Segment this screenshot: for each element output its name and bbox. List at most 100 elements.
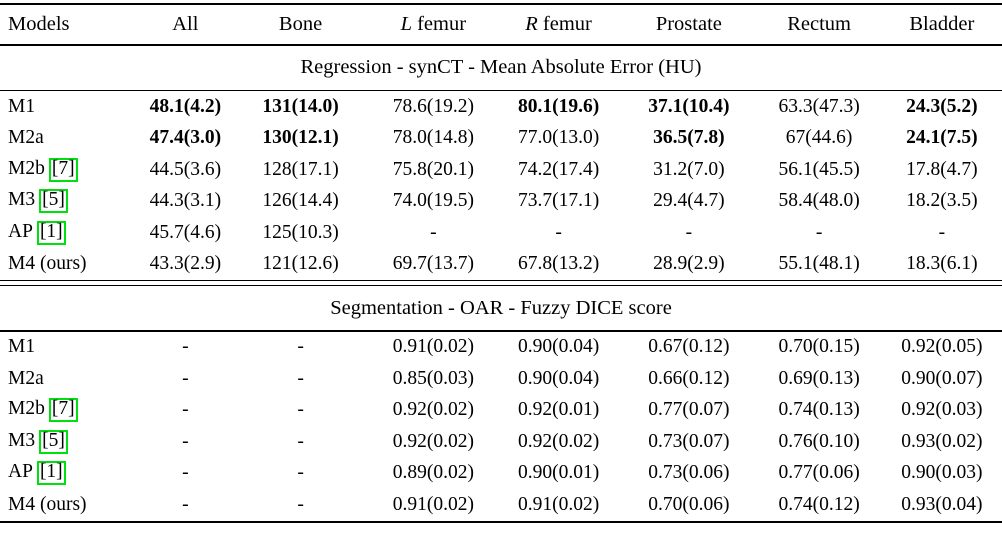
value-cell: 0.74(0.13) xyxy=(778,399,860,421)
value-cell: 18.3(6.1) xyxy=(906,253,978,275)
value-cell: 43.3(2.9) xyxy=(149,253,222,275)
model-label: AP [1] xyxy=(0,220,140,245)
section-title: Segmentation - OAR - Fuzzy DICE score xyxy=(330,296,672,319)
value-cell: 130(12.1) xyxy=(262,127,339,149)
section-title: Regression - synCT - Mean Absolute Error… xyxy=(300,56,702,78)
table-row: M3 [5] - - 0.92(0.02) 0.92(0.02) 0.73(0.07) 0.7… xyxy=(0,426,1002,458)
model-label: M4 (ours) xyxy=(8,493,87,515)
value-cell: 121(12.6) xyxy=(262,253,339,275)
value-cell: 17.8(4.7) xyxy=(906,158,978,180)
value-cell: 0.66(0.12) xyxy=(648,367,730,389)
table-row: M4 (ours) 43.3(2.9) 121(12.6) 69.7(13.7) 67.… xyxy=(0,249,1002,281)
value-cell: - xyxy=(815,221,823,243)
value-cell: 0.67(0.12) xyxy=(648,336,730,358)
value-cell: 75.8(20.1) xyxy=(392,158,474,180)
section-title-rule xyxy=(0,89,1002,91)
table-row: AP [1] - - 0.89(0.02) 0.90(0.01) 0.73(0.06) 0.7… xyxy=(0,458,1002,490)
value-cell: 73.7(17.1) xyxy=(517,190,600,212)
value-cell: 0.70(0.06) xyxy=(648,493,730,515)
value-cell: 58.4(48.0) xyxy=(778,190,860,212)
value-cell: 56.1(45.5) xyxy=(778,158,860,180)
top-rule xyxy=(0,3,1002,5)
value-cell: 0.91(0.02) xyxy=(517,493,600,515)
value-cell: 69.7(13.7) xyxy=(392,253,474,275)
table-row: M2b [7] 44.5(3.6) 128(17.1) 75.8(20.1) 74.2(1… xyxy=(0,154,1002,186)
value-cell: 0.90(0.04) xyxy=(517,367,600,389)
value-cell: - xyxy=(182,367,189,389)
table-body: Regression - synCT - Mean Absolute Error… xyxy=(0,46,1002,521)
value-cell: - xyxy=(297,336,304,358)
value-cell: 24.3(5.2) xyxy=(906,95,978,117)
value-cell: 67.8(13.2) xyxy=(517,253,600,275)
value-cell: 0.77(0.06) xyxy=(778,462,860,484)
value-cell: 77.0(13.0) xyxy=(517,127,600,149)
model-label: AP [1] xyxy=(0,461,140,486)
value-cell: 128(17.1) xyxy=(262,158,339,180)
value-cell: 0.93(0.02) xyxy=(901,430,983,452)
value-cell: 36.5(7.8) xyxy=(653,127,725,149)
model-label: M2a xyxy=(8,127,44,149)
table-row: M1 - - 0.91(0.02) 0.90(0.04) 0.67(0.12) 0.70(0… xyxy=(0,332,1002,364)
value-cell: 18.2(3.5) xyxy=(906,190,978,212)
value-cell: 0.92(0.02) xyxy=(392,430,474,452)
value-cell: - xyxy=(297,399,304,421)
value-cell: 29.4(4.7) xyxy=(653,190,725,212)
italic-letter: R xyxy=(525,13,538,35)
value-cell: - xyxy=(297,430,304,452)
value-cell: - xyxy=(182,493,189,515)
value-cell: 0.91(0.02) xyxy=(392,336,474,358)
value-cell: 63.3(47.3) xyxy=(778,95,860,117)
value-cell: 67(44.6) xyxy=(785,127,853,149)
value-cell: 0.73(0.07) xyxy=(648,430,730,452)
value-cell: 0.91(0.02) xyxy=(392,493,474,515)
model-label: M3 [5] xyxy=(0,429,140,454)
model-label: M2a xyxy=(8,367,44,389)
model-label: M2b [7] xyxy=(0,157,140,182)
value-cell: 0.92(0.05) xyxy=(901,336,983,358)
value-cell: 55.1(48.1) xyxy=(778,253,860,275)
value-cell: 0.93(0.04) xyxy=(901,493,983,515)
value-cell: 0.90(0.03) xyxy=(901,462,983,484)
value-cell: 0.77(0.07) xyxy=(648,399,730,421)
value-cell: 0.92(0.02) xyxy=(517,430,600,452)
value-cell: 0.73(0.06) xyxy=(648,462,730,484)
value-cell: 44.5(3.6) xyxy=(149,158,222,180)
value-cell: 45.7(4.6) xyxy=(149,221,222,243)
citation-link[interactable]: [1] xyxy=(36,220,66,245)
italic-letter: L xyxy=(400,13,412,35)
citation-link[interactable]: [1] xyxy=(36,461,66,486)
value-cell: 0.70(0.15) xyxy=(778,336,860,358)
section-divider-rule xyxy=(0,280,1002,286)
citation-link[interactable]: [5] xyxy=(39,429,68,454)
value-cell: 78.6(19.2) xyxy=(392,95,474,117)
table-row: M2a - - 0.85(0.03) 0.90(0.04) 0.66(0.12) 0.69(… xyxy=(0,363,1002,395)
table-row: M1 48.1(4.2) 131(14.0) 78.6(19.2) 80.1(19.6)… xyxy=(0,91,1002,123)
value-cell: 44.3(3.1) xyxy=(149,190,222,212)
value-cell: 28.9(2.9) xyxy=(653,253,725,275)
column-header-bone: Bone xyxy=(278,13,323,35)
model-label: M1 xyxy=(8,336,36,358)
citation-link[interactable]: [5] xyxy=(39,189,68,214)
value-cell: 0.76(0.10) xyxy=(778,430,860,452)
value-cell: - xyxy=(297,367,304,389)
citation-link[interactable]: [7] xyxy=(48,157,78,182)
value-cell: - xyxy=(938,221,946,243)
value-cell: 0.92(0.01) xyxy=(517,399,600,421)
value-cell: 0.92(0.03) xyxy=(901,399,983,421)
value-cell: 47.4(3.0) xyxy=(149,127,222,149)
value-cell: 131(14.0) xyxy=(262,95,339,117)
value-cell: 0.69(0.13) xyxy=(778,367,860,389)
value-cell: - xyxy=(182,399,189,421)
value-cell: - xyxy=(555,221,562,243)
citation-link[interactable]: [7] xyxy=(48,398,78,423)
table-row: M4 (ours) - - 0.91(0.02) 0.91(0.02) 0.70(0.06… xyxy=(0,489,1002,521)
column-header-all: All xyxy=(172,13,199,35)
value-cell: 0.74(0.12) xyxy=(778,493,860,515)
value-cell: 126(14.4) xyxy=(262,190,339,212)
value-cell: - xyxy=(297,493,304,515)
column-header-rectum: Rectum xyxy=(787,13,851,35)
model-label: M1 xyxy=(8,95,36,117)
model-label: M4 (ours) xyxy=(8,253,87,275)
value-cell: 0.92(0.02) xyxy=(392,399,474,421)
